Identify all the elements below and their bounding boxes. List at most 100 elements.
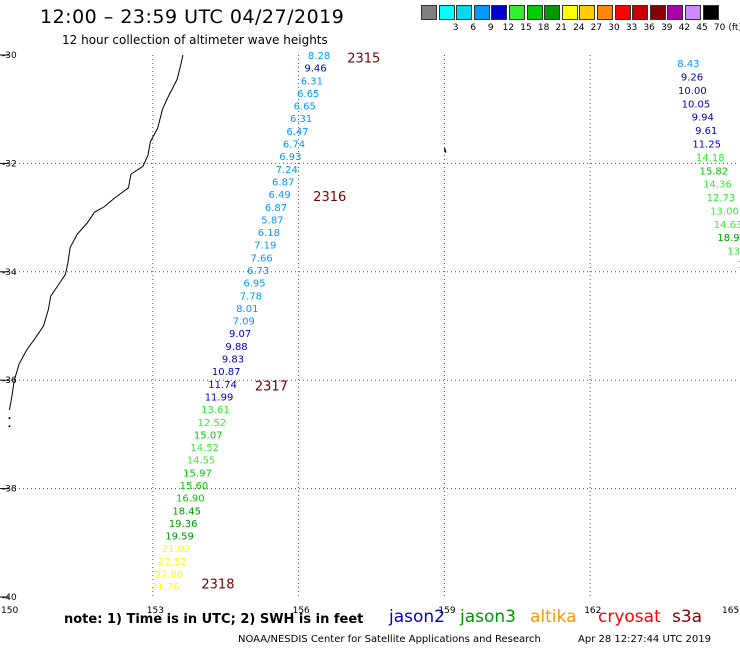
swh-value: 14.36	[703, 180, 732, 191]
pass-label: 2317	[255, 380, 288, 395]
swh-value: 9.83	[222, 355, 244, 366]
swh-value: 6.49	[268, 190, 290, 201]
legend-swatch	[649, 5, 666, 20]
swh-value: 8.01	[236, 304, 258, 315]
swh-value: 11.99	[205, 392, 234, 403]
legend-label: 33	[625, 23, 638, 33]
swh-value: 6.65	[294, 102, 316, 113]
swh-value: 6.73	[247, 266, 269, 277]
legend-swatch	[456, 5, 473, 20]
legend-label: 39	[661, 23, 673, 33]
coastline-path	[8, 54, 184, 411]
swh-value: 11.74	[208, 380, 237, 391]
legend-swatch	[561, 5, 578, 20]
legend-swatch	[491, 5, 508, 20]
coast-dot	[8, 425, 11, 428]
legend-label: 36	[643, 23, 655, 33]
credit-line: NOAA/NESDIS Center for Satellite Applica…	[238, 634, 541, 645]
swh-value: 22.80	[154, 570, 183, 581]
legend-swatch	[702, 5, 719, 20]
swh-value: 6.18	[258, 228, 280, 239]
swh-value: 10.87	[212, 367, 241, 378]
swh-value: 14.52	[190, 443, 219, 454]
lon-tick-label: 162	[584, 606, 601, 616]
legend-label: 45	[696, 23, 708, 33]
pass-label: 2315	[347, 52, 380, 67]
sat-altika: altika	[530, 607, 577, 627]
legend-swatch	[597, 5, 613, 20]
swh-value: 6.87	[272, 177, 294, 188]
swh-value: 15.60	[180, 481, 209, 492]
legend-swatch	[685, 5, 701, 20]
swh-value: 7.66	[251, 253, 273, 264]
swh-value: 15.97	[183, 468, 212, 479]
lat-tick-label: -30	[2, 51, 17, 61]
swh-value: 9.61	[695, 126, 717, 137]
swh-value: 14.18	[696, 153, 725, 164]
legend-label: 27	[590, 23, 603, 33]
swh-value: 12.52	[198, 418, 227, 429]
lon-tick-label: 159	[438, 606, 455, 616]
swh-value: 8.43	[677, 59, 699, 70]
legend-swatch	[614, 5, 631, 20]
swh-value: 6.95	[243, 279, 265, 290]
lon-tick-label: 156	[293, 606, 310, 616]
lat-tick-label: -34	[2, 268, 17, 278]
legend-swatch	[544, 5, 561, 20]
lat-tick-label: -32	[2, 159, 17, 169]
lat-tick-label: -40	[2, 593, 17, 603]
swh-value: 14.55	[187, 456, 216, 467]
swh-value: 18.45	[172, 506, 201, 517]
swh-value: 7.78	[240, 291, 262, 302]
legend-label: 15	[520, 23, 532, 33]
legend-swatch	[632, 5, 649, 20]
lat-tick-label: -38	[2, 485, 17, 495]
swh-value: 15.82	[699, 166, 728, 177]
legend-swatch	[509, 5, 525, 20]
track-east: 8.43 9.26 10.00 10.05 9.94 9.61 11.25 14.18 15.8…	[677, 59, 740, 271]
swh-value: 19.59	[165, 532, 194, 543]
legend-unit: (ft)	[728, 23, 740, 33]
coastline	[8, 54, 447, 428]
swh-value: 21.76	[151, 582, 180, 593]
swh-value: 10.00	[678, 86, 707, 97]
swh-value: 12.73	[707, 193, 736, 204]
island-mark	[443, 147, 447, 153]
lon-tick-label: 165	[722, 606, 739, 616]
swh-value: 6.47	[286, 127, 308, 138]
legend-swatch	[473, 5, 490, 20]
sat-jason2: jason2	[389, 607, 445, 627]
coast-dot	[8, 417, 11, 420]
legend-swatch	[421, 5, 437, 20]
swh-value: 19.36	[169, 519, 198, 530]
swh-value: 9.26	[681, 73, 703, 84]
legend-swatch	[438, 5, 455, 20]
swh-value: 21.02	[162, 544, 191, 555]
sat-jason3: jason3	[460, 607, 516, 627]
swh-value: 6.93	[279, 152, 301, 163]
axis-tick-labels: -30 -32 -34 -36 -38 -40 150 153 156 159 162 165	[0, 51, 739, 616]
swh-value: 7.09	[233, 317, 255, 328]
legend-label: 9	[487, 23, 494, 33]
swh-value: 9.46	[304, 64, 326, 75]
legend-label: 12	[502, 23, 515, 33]
pass-label: 2316	[313, 190, 346, 205]
swh-value: 6.31	[290, 114, 312, 125]
swh-value: 5.87	[261, 215, 283, 226]
swh-value: 7.19	[254, 241, 276, 252]
page-subtitle: 12 hour collection of altimeter wave hei…	[62, 33, 328, 47]
legend-label: 21	[555, 23, 567, 33]
sat-s3a: s3a	[672, 607, 703, 627]
swh-value: 6.87	[265, 203, 287, 214]
swh-value: 13.61	[201, 405, 230, 416]
lon-tick-label: 150	[1, 606, 18, 616]
legend-label: 70	[713, 23, 726, 33]
legend-swatch	[579, 5, 596, 20]
swh-value: 9.07	[229, 329, 251, 340]
legend-swatch	[526, 5, 543, 20]
generated-timestamp: Apr 28 12:27:44 UTC 2019	[578, 634, 711, 645]
legend-label: 6	[470, 23, 477, 33]
legend-label: 42	[678, 23, 691, 33]
pass-labels: 2315 2316 2317 2318	[201, 52, 380, 593]
swh-value: 22.52	[158, 557, 187, 568]
